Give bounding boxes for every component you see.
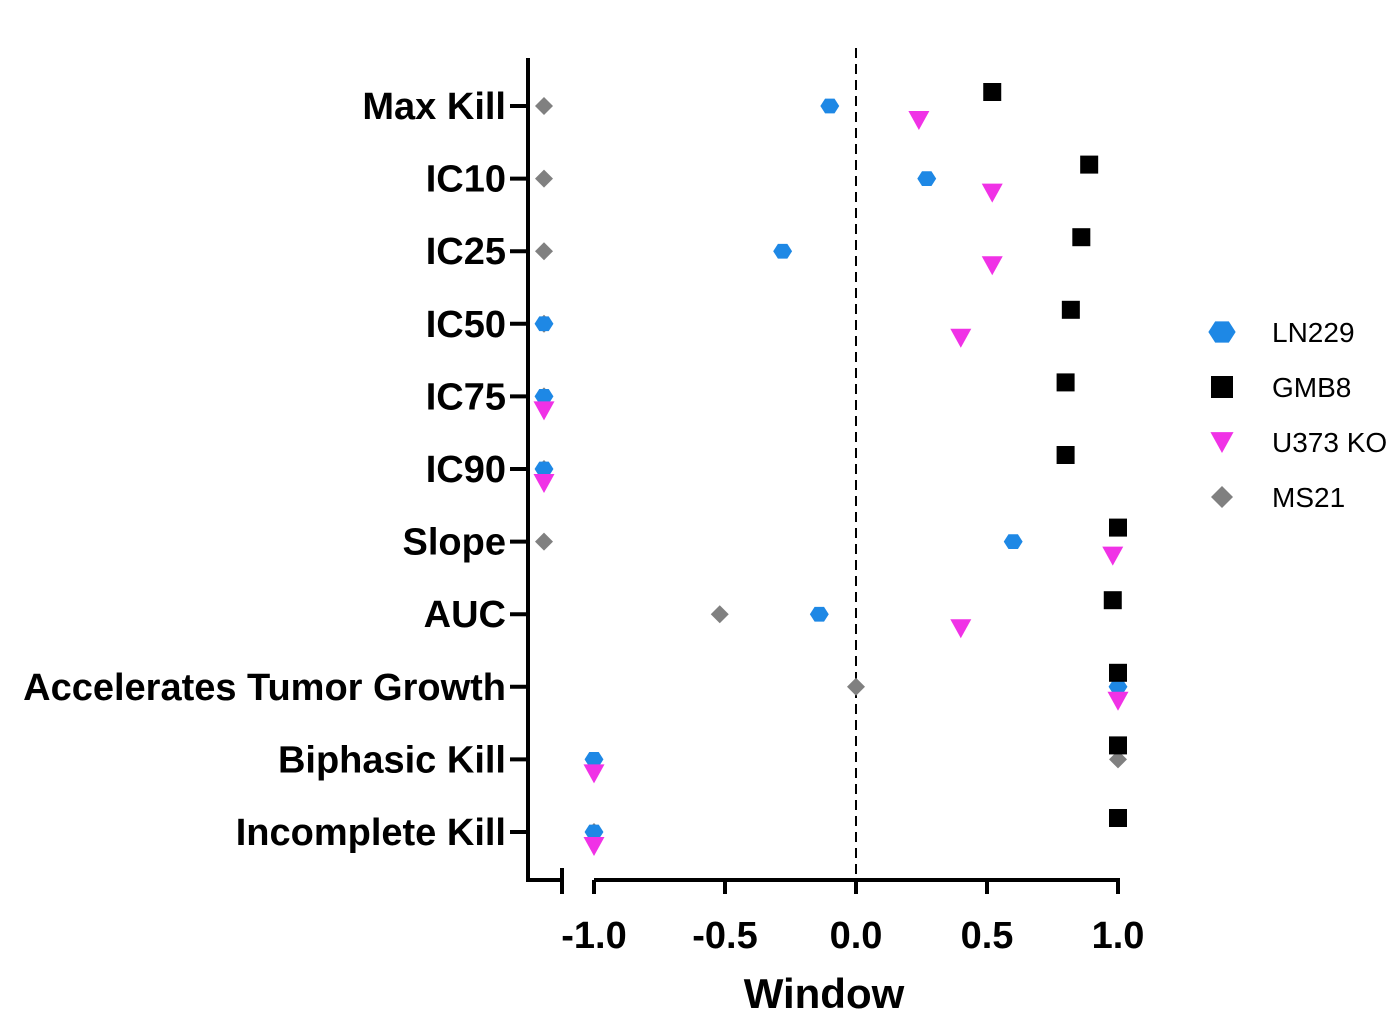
ms21-point — [535, 532, 553, 551]
gmb8-point — [1109, 736, 1127, 755]
legend-gmb8-label: GMB8 — [1272, 372, 1351, 403]
category-label: AUC — [424, 594, 506, 636]
gmb8-point — [983, 83, 1002, 101]
ms21-point — [847, 677, 865, 696]
category-label: IC10 — [426, 159, 506, 201]
gmb8-point — [1056, 373, 1075, 392]
ln229-point — [809, 606, 829, 622]
legend-ms21-label: MS21 — [1272, 482, 1345, 513]
gmb8-point — [1056, 446, 1075, 464]
legend-ms21-marker — [1211, 486, 1233, 508]
u373-ko-point — [533, 401, 555, 421]
gmb8-point — [1080, 155, 1099, 174]
ln229-point — [1108, 679, 1128, 695]
u373-ko-point — [583, 837, 605, 856]
ln229-point — [584, 824, 604, 840]
ln229-point — [534, 389, 554, 404]
category-label: IC75 — [426, 376, 506, 418]
u373-ko-point — [533, 474, 555, 493]
gmb8-point — [1072, 228, 1091, 247]
x-tick-label: 0.0 — [830, 915, 883, 957]
x-tick-label: 1.0 — [1092, 915, 1145, 957]
ln229-point — [820, 98, 840, 114]
legend-u373-ko-label: U373 KO — [1272, 427, 1387, 458]
x-tick-labels: -1.0 -0.5 0.0 0.5 1.0 — [561, 915, 1144, 957]
u373-ko-point — [1102, 546, 1124, 566]
u373-ko-point — [950, 619, 972, 639]
x-axis-title: Window — [744, 970, 905, 1017]
x-tick-label: 0.5 — [961, 915, 1014, 957]
u373-ko-point — [1107, 691, 1129, 711]
gmb8-point — [1109, 663, 1127, 682]
ln229-point — [534, 316, 554, 332]
axes — [510, 58, 1120, 894]
gmb8-point — [1109, 518, 1127, 537]
ms21-point — [535, 97, 553, 115]
u373-ko-point — [908, 111, 930, 130]
gmb8-point — [1103, 591, 1122, 610]
u373-ko-point — [950, 328, 972, 348]
ms21-point — [535, 242, 553, 261]
x-tick-label: -0.5 — [692, 915, 757, 957]
gmb8-point — [1109, 809, 1127, 827]
category-label: IC25 — [426, 231, 506, 273]
category-label: Biphasic Kill — [278, 739, 506, 781]
category-labels: Max Kill IC10 IC25 IC50 IC75 IC90 Slope AUC Acce… — [23, 86, 506, 854]
category-label: Max Kill — [362, 86, 506, 128]
ms21-point — [710, 605, 729, 624]
ln229-point — [773, 243, 793, 259]
legend-u373-ko-marker — [1210, 432, 1234, 453]
u373-ko-point — [981, 256, 1003, 276]
u373-ko-point — [981, 183, 1003, 203]
ln229-point — [584, 752, 604, 767]
data-points — [533, 83, 1129, 856]
ln229-point — [534, 461, 554, 477]
ln229-point — [917, 171, 937, 186]
category-label: IC50 — [426, 304, 506, 346]
legend-ln229-label: LN229 — [1272, 317, 1355, 348]
legend: LN229 GMB8 U373 KO MS21 — [1208, 317, 1387, 513]
x-tick-label: -1.0 — [561, 915, 626, 957]
legend-gmb8-marker — [1211, 376, 1233, 398]
category-label: Incomplete Kill — [236, 812, 506, 854]
category-label: Accelerates Tumor Growth — [23, 667, 506, 709]
ms21-point — [1109, 750, 1127, 769]
category-label: IC90 — [426, 449, 506, 491]
ms21-point — [535, 169, 553, 188]
u373-ko-point — [583, 764, 605, 784]
ln229-point — [1003, 534, 1023, 549]
legend-ln229-marker — [1208, 321, 1236, 343]
category-label: Slope — [403, 522, 506, 564]
gmb8-point — [1061, 300, 1080, 319]
